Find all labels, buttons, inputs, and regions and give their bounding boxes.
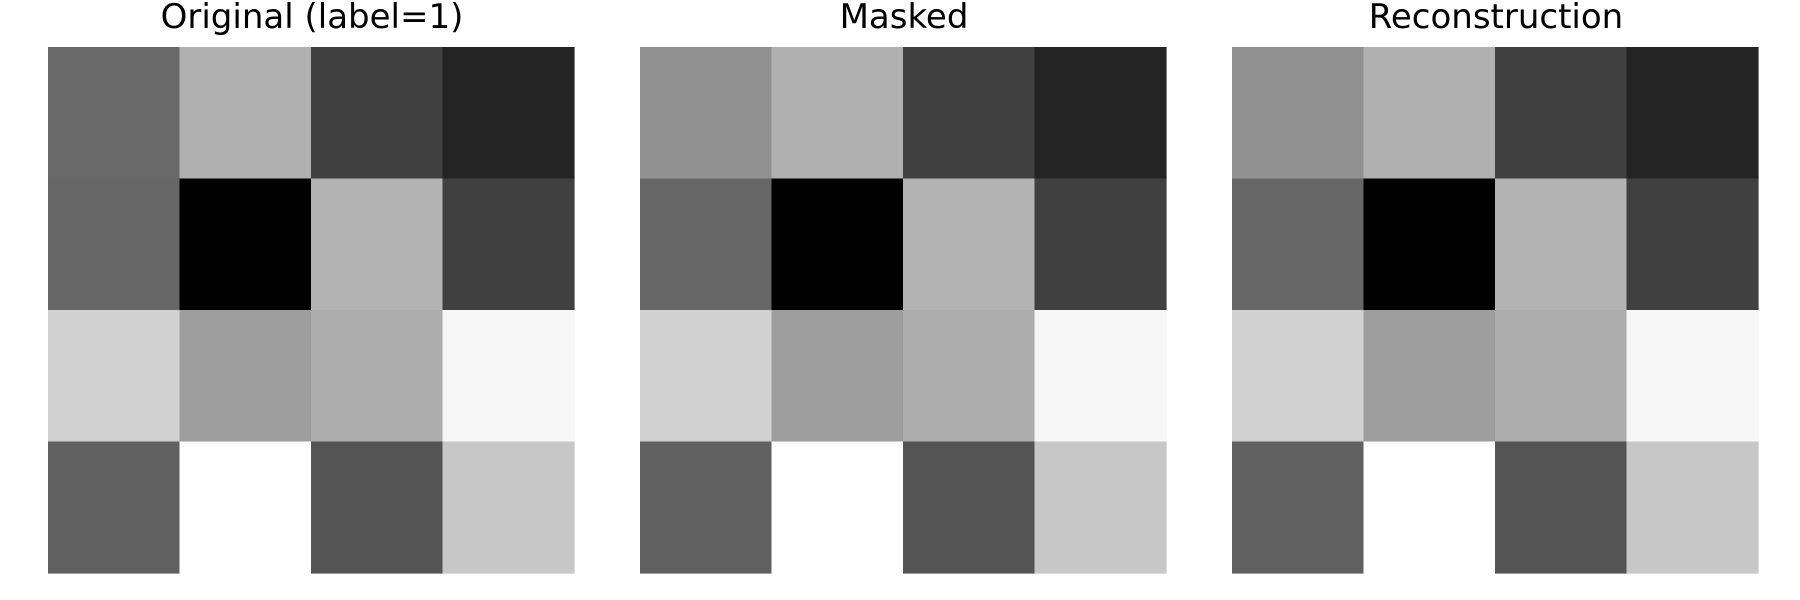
heatmap-cell-reconstruction-r2-c3 bbox=[1626, 310, 1759, 443]
heatmap-cell-reconstruction-r2-c0 bbox=[1232, 310, 1365, 443]
heatmap-cell-reconstruction-r3-c0 bbox=[1232, 441, 1365, 574]
heatmap-cell-masked-r3-c2 bbox=[903, 441, 1036, 574]
heatmap-cell-reconstruction-r2-c1 bbox=[1363, 310, 1496, 443]
heatmap-cell-original-r0-c0 bbox=[48, 47, 181, 180]
heatmap-cell-masked-r0-c2 bbox=[903, 47, 1036, 180]
heatmap-cell-reconstruction-r2-c2 bbox=[1495, 310, 1628, 443]
heatmap-cell-original-r1-c1 bbox=[179, 178, 312, 311]
heatmap-cell-masked-r2-c2 bbox=[903, 310, 1036, 443]
heatmap-cell-reconstruction-r1-c2 bbox=[1495, 178, 1628, 311]
heatmap-cell-masked-r0-c0 bbox=[640, 47, 773, 180]
heatmap-cell-masked-r1-c1 bbox=[771, 178, 904, 311]
panel-masked: Masked bbox=[640, 0, 1167, 574]
heatmap-cell-original-r3-c2 bbox=[311, 441, 444, 574]
heatmap-cell-masked-r3-c3 bbox=[1034, 441, 1167, 574]
heatmap-cell-reconstruction-r3-c2 bbox=[1495, 441, 1628, 574]
heatmap-cell-reconstruction-r0-c0 bbox=[1232, 47, 1365, 180]
heatmap-cell-reconstruction-r1-c0 bbox=[1232, 178, 1365, 311]
heatmap-cells-original bbox=[48, 47, 575, 574]
panel-title-masked: Masked bbox=[840, 0, 969, 37]
heatmap-cell-original-r1-c2 bbox=[311, 178, 444, 311]
panel-title-original: Original (label=1) bbox=[161, 0, 464, 37]
heatmap-cell-original-r0-c3 bbox=[442, 47, 575, 180]
heatmap-cell-masked-r1-c2 bbox=[903, 178, 1036, 311]
heatmap-cell-reconstruction-r1-c3 bbox=[1626, 178, 1759, 311]
heatmap-cell-masked-r3-c1 bbox=[771, 441, 904, 574]
heatmap-cell-reconstruction-r0-c3 bbox=[1626, 47, 1759, 180]
heatmap-cell-original-r0-c2 bbox=[311, 47, 444, 180]
heatmap-cell-masked-r0-c3 bbox=[1034, 47, 1167, 180]
heatmap-cell-masked-r0-c1 bbox=[771, 47, 904, 180]
heatmap-cell-masked-r2-c3 bbox=[1034, 310, 1167, 443]
panel-title-reconstruction: Reconstruction bbox=[1369, 0, 1623, 37]
heatmap-cell-original-r2-c0 bbox=[48, 310, 181, 443]
heatmap-cell-original-r3-c1 bbox=[179, 441, 312, 574]
heatmap-cell-reconstruction-r1-c1 bbox=[1363, 178, 1496, 311]
heatmap-cell-original-r2-c3 bbox=[442, 310, 575, 443]
panel-original: Original (label=1) bbox=[48, 0, 575, 574]
heatmap-cell-original-r1-c3 bbox=[442, 178, 575, 311]
heatmap-cell-original-r3-c3 bbox=[442, 441, 575, 574]
panel-reconstruction: Reconstruction bbox=[1232, 0, 1759, 574]
heatmap-cells-masked bbox=[640, 47, 1167, 574]
heatmap-cell-reconstruction-r3-c1 bbox=[1363, 441, 1496, 574]
heatmap-cell-original-r1-c0 bbox=[48, 178, 181, 311]
heatmap-cell-reconstruction-r3-c3 bbox=[1626, 441, 1759, 574]
heatmap-cell-masked-r1-c3 bbox=[1034, 178, 1167, 311]
heatmap-cell-original-r2-c2 bbox=[311, 310, 444, 443]
heatmap-cell-masked-r3-c0 bbox=[640, 441, 773, 574]
heatmap-cell-masked-r2-c0 bbox=[640, 310, 773, 443]
heatmap-cells-reconstruction bbox=[1232, 47, 1759, 574]
heatmap-cell-original-r2-c1 bbox=[179, 310, 312, 443]
heatmap-cell-original-r0-c1 bbox=[179, 47, 312, 180]
heatmap-cell-reconstruction-r0-c2 bbox=[1495, 47, 1628, 180]
heatmap-cell-masked-r2-c1 bbox=[771, 310, 904, 443]
heatmap-cell-reconstruction-r0-c1 bbox=[1363, 47, 1496, 180]
heatmap-cell-original-r3-c0 bbox=[48, 441, 181, 574]
heatmap-cell-masked-r1-c0 bbox=[640, 178, 773, 311]
